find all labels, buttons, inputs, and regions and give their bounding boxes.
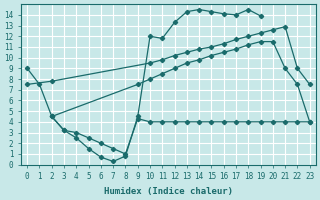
X-axis label: Humidex (Indice chaleur): Humidex (Indice chaleur) [104,187,233,196]
